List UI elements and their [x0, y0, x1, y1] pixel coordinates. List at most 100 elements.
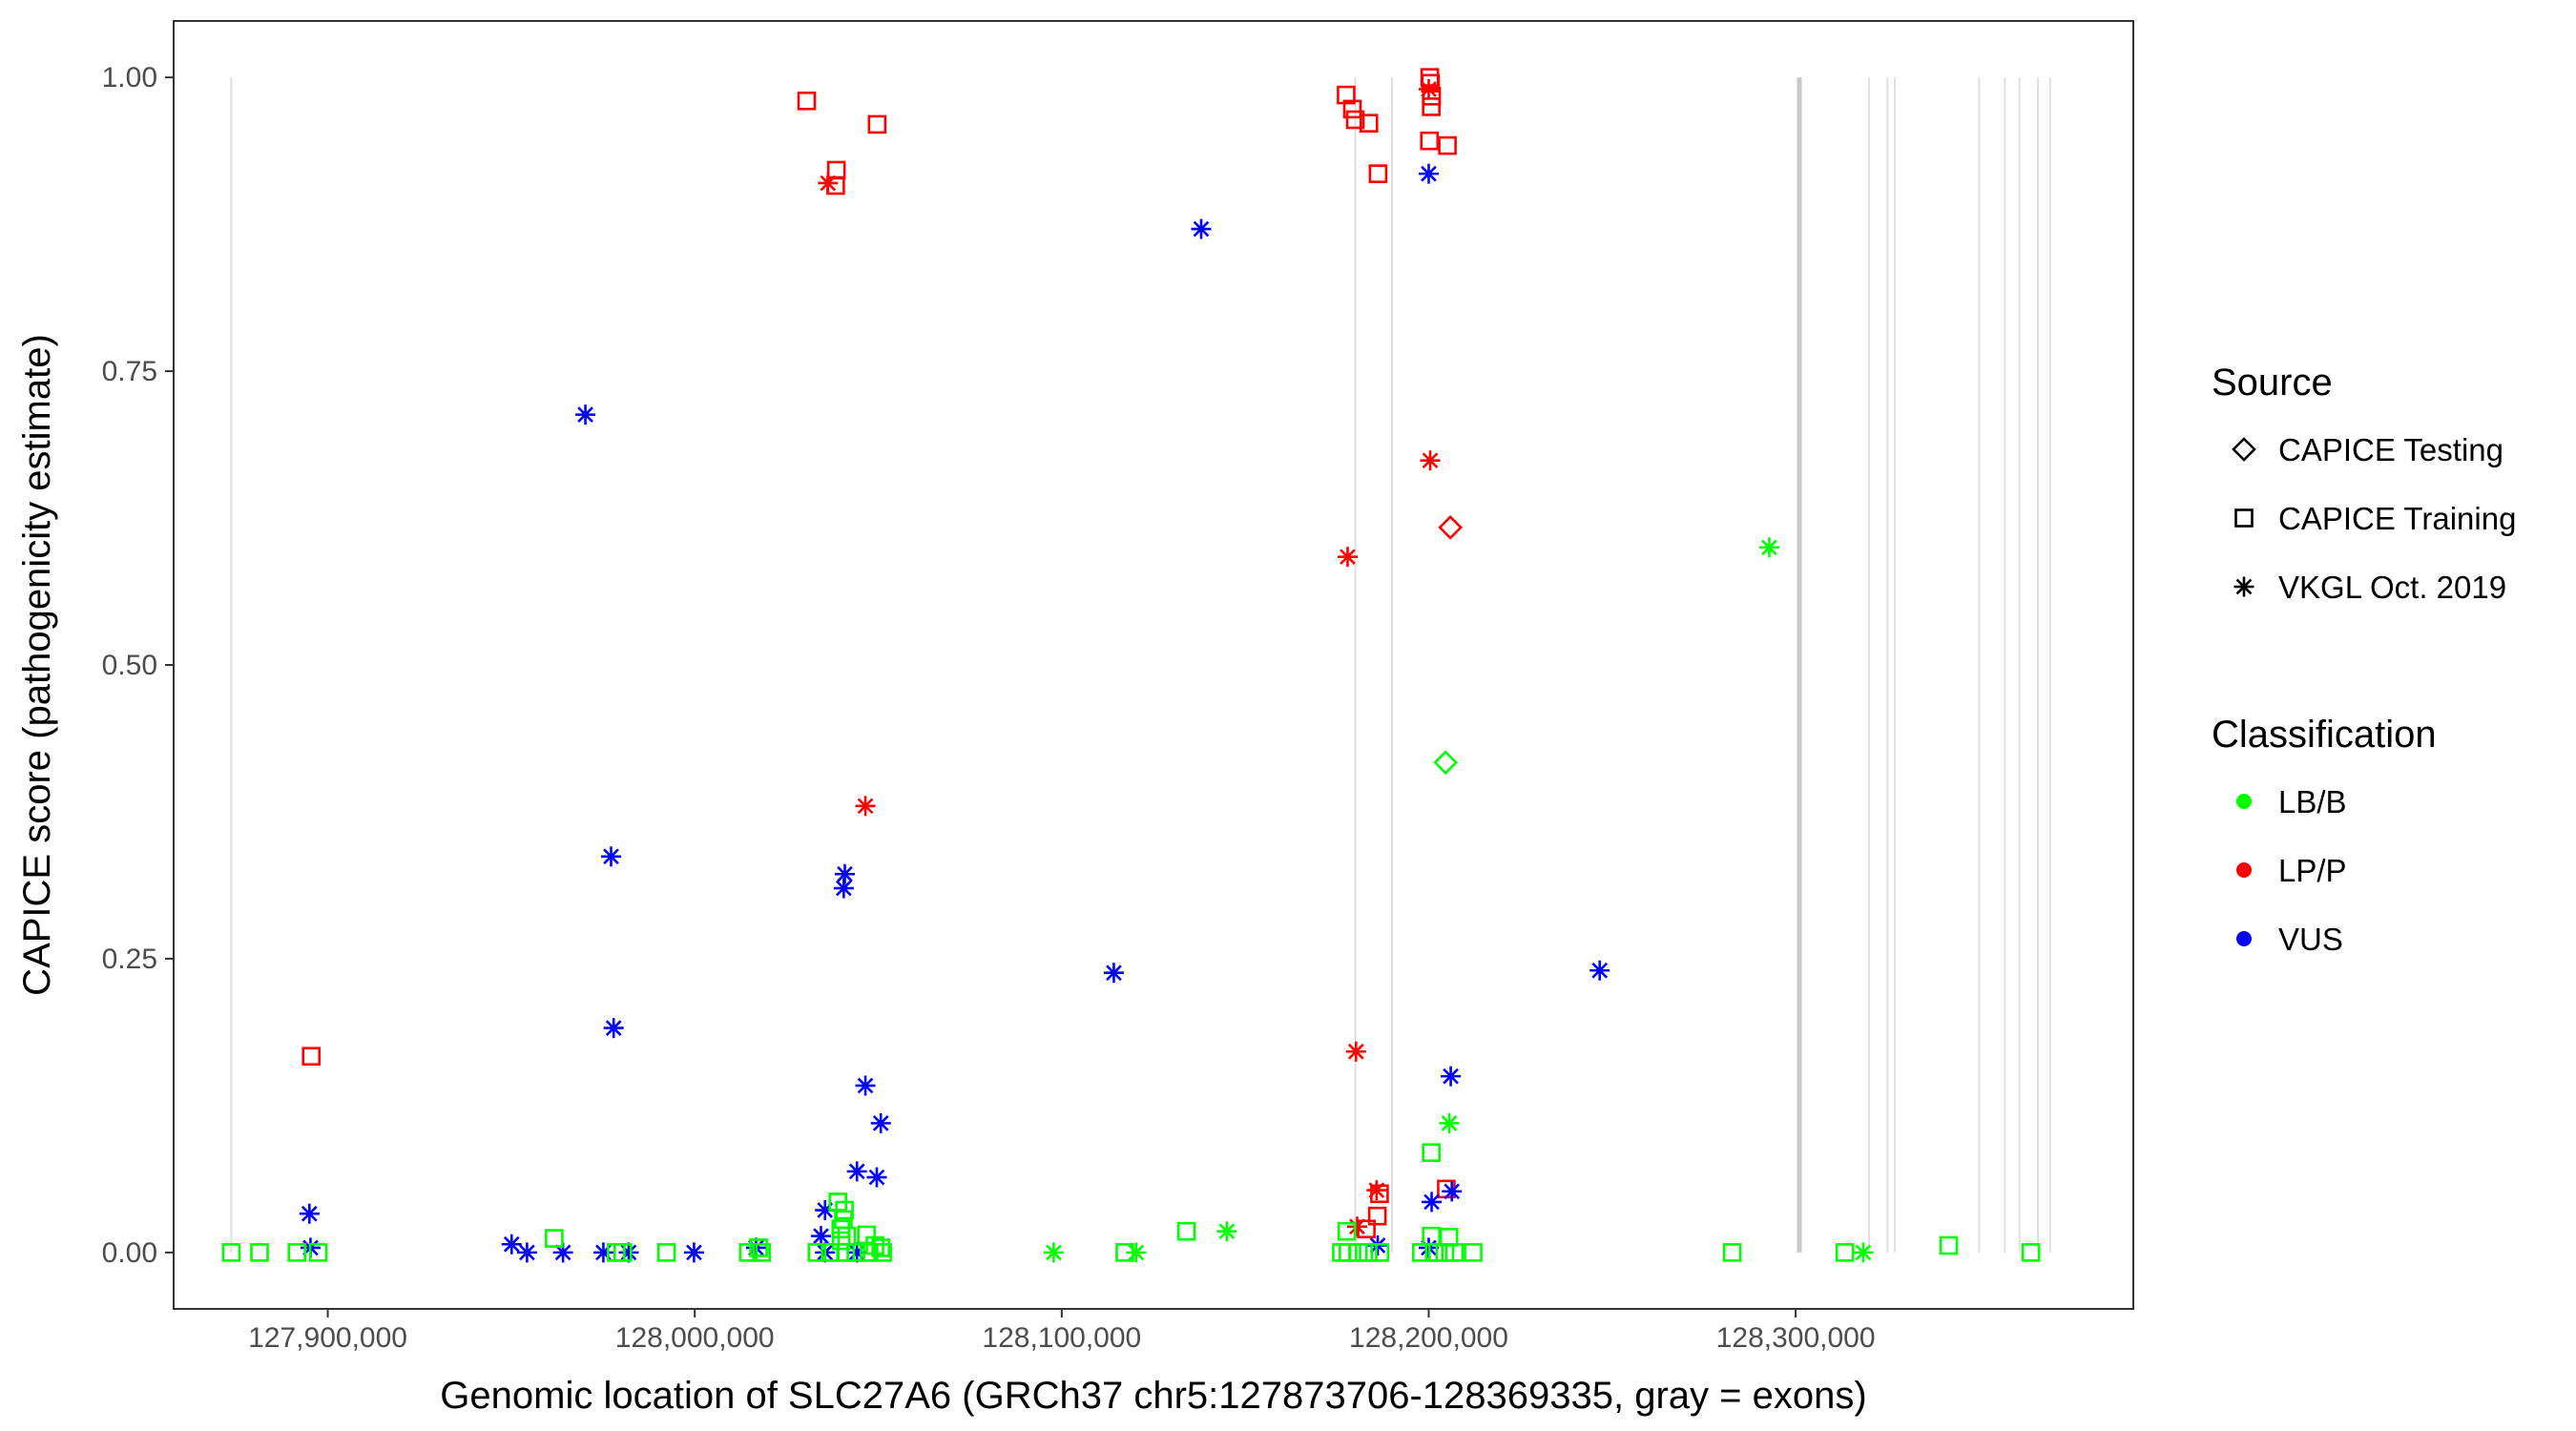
data-point-square	[221, 1243, 241, 1262]
data-point-square	[831, 1231, 851, 1251]
data-point-asterisk	[1216, 1221, 1237, 1242]
data-point-square	[1438, 135, 1457, 156]
data-point-square	[1359, 1243, 1378, 1262]
data-point-square	[835, 1200, 854, 1220]
data-point-asterisk	[1418, 163, 1439, 184]
data-point-asterisk	[1191, 218, 1212, 239]
y-axis: 0.00 0.25 0.50 0.75 1.00	[102, 62, 174, 1269]
data-point-square	[846, 1243, 865, 1262]
data-point-asterisk	[1442, 1181, 1463, 1202]
data-point-asterisk	[1366, 1180, 1387, 1201]
data-point-square	[1368, 164, 1388, 183]
data-point-asterisk	[683, 1242, 704, 1263]
y-tick-label: 0.50	[102, 650, 157, 681]
legend-key	[2236, 794, 2252, 809]
data-point-asterisk	[1345, 1041, 1366, 1062]
data-point-square	[1435, 1243, 1455, 1262]
data-point-square	[545, 1229, 564, 1248]
data-point-asterisk	[1439, 1112, 1460, 1133]
data-point-asterisk	[1422, 1192, 1443, 1213]
data-point-square	[807, 1243, 827, 1262]
data-point-square	[1424, 1243, 1444, 1262]
legend-label: CAPICE Training	[2278, 501, 2516, 536]
y-axis-title: CAPICE score (pathogenicity estimate)	[16, 334, 58, 996]
data-point-square	[1411, 1243, 1431, 1262]
x-axis-title: Genomic location of SLC27A6 (GRCh37 chr5…	[440, 1375, 1866, 1417]
data-point-square	[836, 1243, 856, 1262]
data-point-square	[860, 1243, 879, 1262]
data-point-square	[1337, 1221, 1357, 1241]
x-tick-label: 127,900,000	[248, 1322, 407, 1354]
legend: Source CAPICE Testing CAPICE Training VKGL …	[2212, 362, 2516, 957]
data-point-square	[1337, 85, 1356, 105]
data-point-square	[749, 1238, 768, 1257]
legend-key	[2233, 576, 2254, 597]
data-point-square	[871, 1238, 891, 1257]
x-tick-label: 128,200,000	[1349, 1322, 1508, 1354]
data-point-asterisk	[1043, 1242, 1064, 1263]
data-point-asterisk	[870, 1112, 891, 1133]
data-point-asterisk	[1441, 1066, 1462, 1087]
legend-label: LP/P	[2278, 853, 2347, 888]
data-point-square	[867, 114, 887, 135]
data-point-square	[1342, 99, 1362, 119]
data-point-asterisk	[1758, 537, 1779, 558]
y-tick-label: 0.75	[102, 356, 157, 387]
data-point-asterisk	[575, 404, 596, 425]
data-point-square	[2021, 1243, 2041, 1262]
legend-key	[2234, 508, 2254, 528]
data-point-asterisk	[866, 1167, 887, 1188]
data-point-asterisk	[501, 1234, 522, 1255]
legend-label: CAPICE Testing	[2278, 432, 2503, 467]
data-point-square	[656, 1243, 676, 1262]
data-point-square	[1722, 1243, 1742, 1262]
data-point-asterisk	[818, 173, 839, 194]
data-point-square	[250, 1243, 269, 1262]
data-point-asterisk	[835, 863, 856, 884]
x-tick-label: 128,000,000	[615, 1322, 775, 1354]
data-point-square	[738, 1243, 758, 1262]
y-tick-label: 0.00	[102, 1237, 157, 1269]
data-point-square	[1176, 1221, 1196, 1241]
data-point-square	[1420, 131, 1440, 151]
data-point-asterisk	[600, 846, 621, 867]
data-point-square	[1370, 1184, 1389, 1204]
data-point-asterisk	[833, 878, 854, 899]
data-point-asterisk	[1589, 960, 1610, 981]
data-point-square	[308, 1243, 328, 1262]
data-point-square	[1835, 1243, 1855, 1262]
data-point-square	[1422, 87, 1442, 106]
data-point-asterisk	[855, 796, 876, 817]
data-point-square	[1345, 110, 1365, 130]
data-point-diamond	[1438, 515, 1464, 540]
legend-title: Source	[2212, 362, 2333, 404]
data-point-square	[797, 91, 817, 111]
data-point-square	[1370, 1243, 1390, 1262]
data-point-square	[1939, 1235, 1959, 1255]
y-tick-label: 0.25	[102, 944, 157, 975]
data-point-square	[1339, 1243, 1358, 1262]
legend-key	[2236, 862, 2252, 878]
data-points	[221, 68, 2041, 1263]
data-point-asterisk	[516, 1242, 537, 1263]
data-point-asterisk	[1853, 1242, 1874, 1263]
data-point-asterisk	[1337, 547, 1358, 568]
x-axis: 127,900,000 128,000,000 128,100,000 128,200…	[248, 1309, 1876, 1354]
data-point-square	[1357, 1219, 1376, 1239]
data-point-asterisk	[1126, 1242, 1147, 1263]
legend-label: VKGL Oct. 2019	[2278, 570, 2506, 605]
data-point-square	[1444, 1243, 1465, 1262]
data-point-square	[613, 1243, 633, 1262]
y-tick-label: 1.00	[102, 62, 157, 93]
data-point-square	[873, 1243, 892, 1262]
data-point-square	[1464, 1243, 1483, 1262]
data-point-square	[1422, 97, 1441, 116]
data-point-asterisk	[846, 1161, 867, 1182]
data-point-diamond	[1433, 750, 1459, 776]
data-point-square	[1367, 1206, 1387, 1226]
data-point-square	[1348, 1243, 1368, 1262]
data-point-asterisk	[603, 1018, 624, 1039]
data-point-asterisk	[855, 1075, 876, 1096]
